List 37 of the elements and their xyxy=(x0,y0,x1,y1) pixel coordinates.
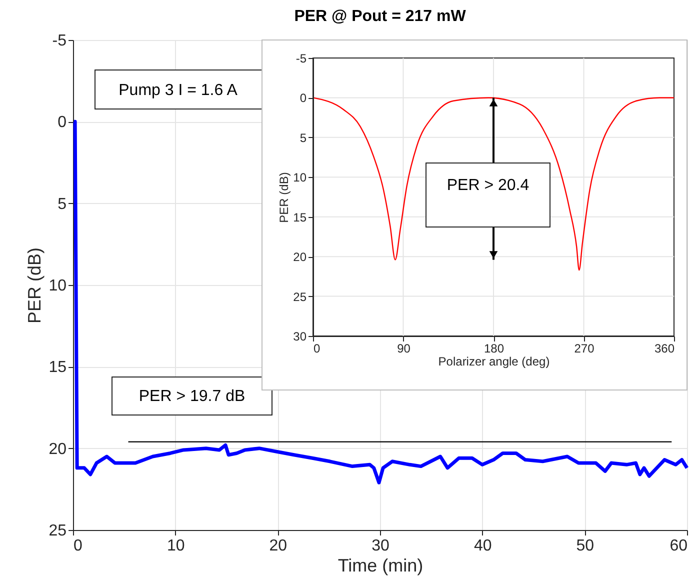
y-tick-label: 0 xyxy=(300,91,307,106)
y-tick-label: 20 xyxy=(48,440,67,458)
y-tick-label: 5 xyxy=(58,196,67,213)
x-tick-label: 40 xyxy=(474,538,492,554)
y-tick-label: -5 xyxy=(52,32,67,50)
x-tick-label: 360 xyxy=(654,342,675,356)
y-tick-label: 20 xyxy=(293,250,307,264)
line-series xyxy=(312,97,675,271)
x-tick-label: 20 xyxy=(269,538,288,554)
x-tick-label: 50 xyxy=(576,538,594,554)
y-tick-label: 15 xyxy=(48,359,67,376)
chart-title: PER @ Pout = 217 mW xyxy=(294,8,467,25)
y-tick-label: 0 xyxy=(58,114,67,132)
x-tick-label: 180 xyxy=(484,342,504,356)
x-axis-title: Polarizer angle (deg) xyxy=(438,354,550,368)
x-tick-label: 30 xyxy=(372,538,390,554)
x-tick-label: 10 xyxy=(166,538,185,554)
y-tick-label: 15 xyxy=(293,210,307,224)
x-tick-label: 0 xyxy=(74,538,82,554)
x-tick-label: 60 xyxy=(670,538,688,554)
y-tick-label: 5 xyxy=(300,130,307,145)
x-axis-title: Time (min) xyxy=(338,556,424,576)
y-tick-label: 10 xyxy=(293,170,307,185)
y-tick-label: 10 xyxy=(48,278,67,294)
y-axis-title: PER (dB) xyxy=(277,172,292,223)
ref-line-label: PER > 19.7 dB xyxy=(138,388,246,405)
y-tick-label: 30 xyxy=(293,330,307,344)
x-tick-label: 270 xyxy=(574,342,595,356)
y-axis-title: PER (dB) xyxy=(24,247,45,324)
annotation: Pump 3 I = 1.6 A xyxy=(118,82,238,99)
y-tick-label: 25 xyxy=(293,290,307,304)
annotation: PER > 20.4 xyxy=(446,177,530,194)
y-tick-label: -5 xyxy=(296,52,307,66)
line-series xyxy=(72,120,689,484)
y-tick-label: 25 xyxy=(48,522,67,540)
x-tick-label: 90 xyxy=(397,342,411,356)
x-tick-label: 0 xyxy=(314,342,320,356)
